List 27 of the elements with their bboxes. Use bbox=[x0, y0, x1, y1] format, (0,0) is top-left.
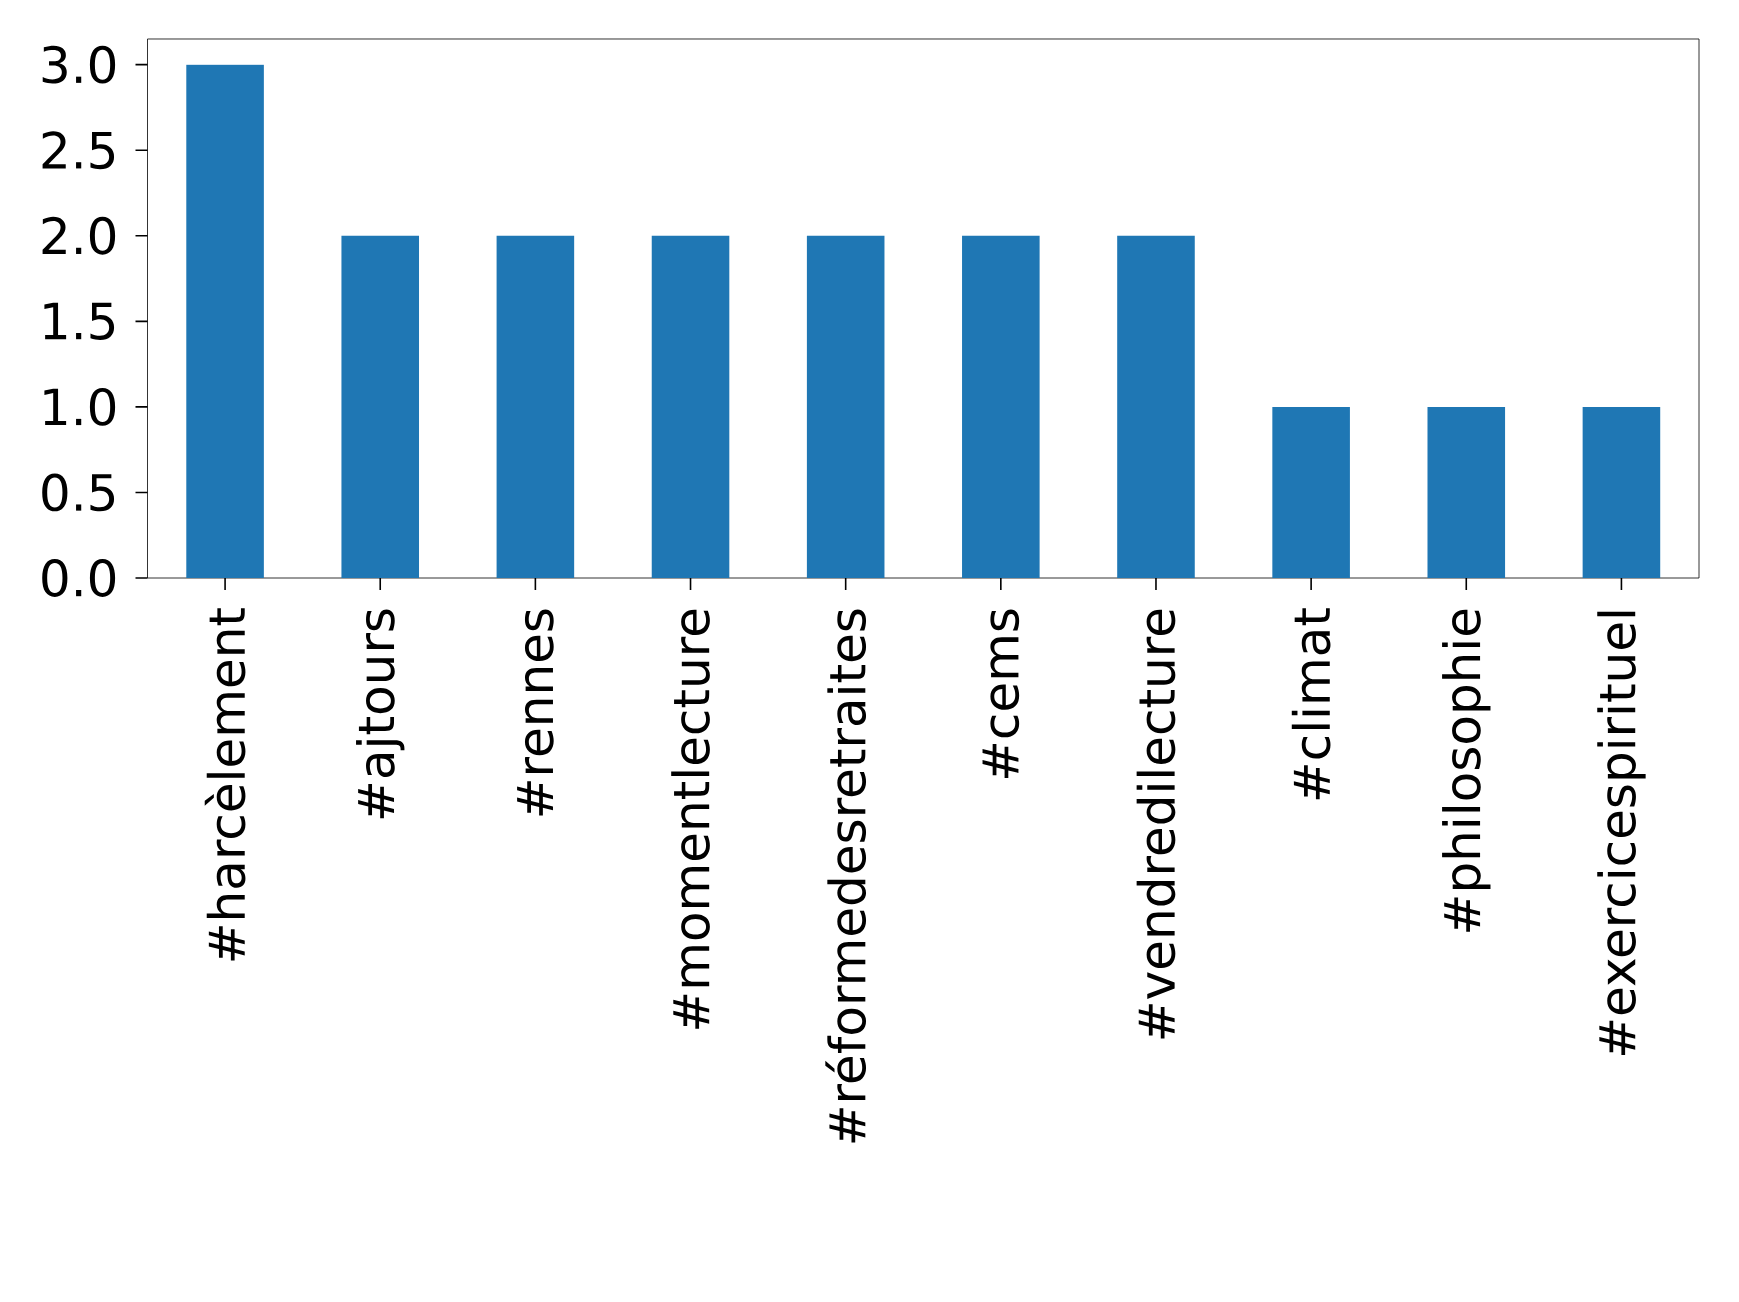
x-tick-label: #réformedesretraites bbox=[825, 609, 867, 1143]
bar bbox=[651, 235, 730, 578]
bar bbox=[1272, 406, 1350, 578]
y-tick-label: 2.5 bbox=[42, 131, 115, 170]
bar bbox=[1427, 406, 1506, 578]
y-tick-label: 0.5 bbox=[42, 473, 115, 512]
y-tick-label: 3.0 bbox=[42, 45, 116, 84]
x-tick-label: #rennes bbox=[517, 609, 554, 816]
bar bbox=[962, 235, 1040, 578]
x-tick-label: #exercicespirituel bbox=[1597, 611, 1646, 1055]
x-tick-label: #ajtours bbox=[356, 609, 405, 819]
x-tick-label: #climat bbox=[1291, 608, 1331, 800]
x-tick-label: #momentlecture bbox=[671, 609, 710, 1029]
bar bbox=[1117, 235, 1195, 578]
y-tick-label: 2.0 bbox=[42, 216, 116, 255]
bar bbox=[341, 235, 420, 578]
bar bbox=[186, 64, 264, 578]
x-tick-label: #vendredilecture bbox=[1136, 609, 1176, 1039]
bar bbox=[1582, 406, 1661, 578]
x-tick-label: #cems bbox=[982, 609, 1020, 779]
bar bbox=[806, 235, 885, 578]
x-tick-label: #philosophie bbox=[1442, 609, 1491, 932]
bar bbox=[496, 235, 575, 578]
x-tick-label: #harcèlement bbox=[204, 608, 246, 961]
y-tick-label: 1.0 bbox=[44, 387, 116, 426]
y-tick-label: 0.0 bbox=[42, 559, 116, 597]
y-tick-label: 1.5 bbox=[44, 302, 115, 340]
